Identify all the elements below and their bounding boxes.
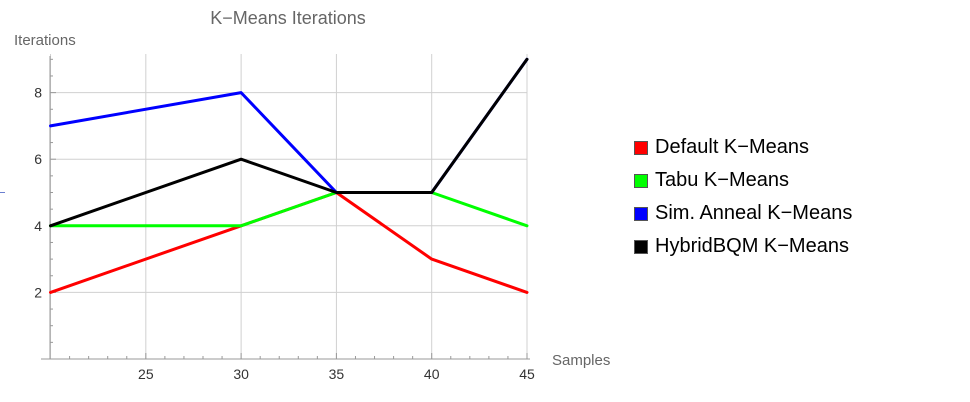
y-axis-label: Iterations <box>14 32 76 49</box>
grid <box>50 54 528 359</box>
series-line <box>49 57 529 228</box>
axes <box>41 56 530 360</box>
y-tick-label: 2 <box>34 284 42 300</box>
y-tick-label: 6 <box>34 151 42 167</box>
legend-item: Default K−Means <box>634 131 852 164</box>
legend-label: HybridBQM K−Means <box>655 235 849 257</box>
x-tick-label: 25 <box>138 366 154 382</box>
legend-label: Tabu K−Means <box>655 169 789 191</box>
series-line <box>49 191 529 294</box>
legend-swatch <box>634 140 648 155</box>
x-tick-label: 45 <box>519 366 535 382</box>
ticks: 2 4 6 8 25 30 35 40 45 <box>34 58 535 382</box>
series-line <box>49 191 529 228</box>
legend-swatch <box>634 239 648 254</box>
x-tick-label: 35 <box>329 366 345 382</box>
y-tick-label: 4 <box>34 218 42 234</box>
legend-item: Sim. Anneal K−Means <box>634 197 852 230</box>
legend-item: HybridBQM K−Means <box>634 230 852 263</box>
x-tick-label: 40 <box>424 366 440 382</box>
x-axis-label: Samples <box>552 352 610 369</box>
legend-swatch <box>634 173 648 188</box>
series-lines <box>49 57 529 294</box>
legend-item: Tabu K−Means <box>634 164 852 197</box>
series-line <box>49 57 529 194</box>
legend-label: Default K−Means <box>655 136 809 158</box>
x-tick-label: 30 <box>233 366 249 382</box>
legend-swatch <box>634 206 648 221</box>
legend: Default K−Means Tabu K−Means Sim. Anneal K… <box>634 131 852 263</box>
legend-label: Sim. Anneal K−Means <box>655 202 853 224</box>
chart-title: K−Means Iterations <box>210 8 366 28</box>
y-tick-label: 8 <box>34 85 42 101</box>
edge-mark <box>0 192 5 193</box>
